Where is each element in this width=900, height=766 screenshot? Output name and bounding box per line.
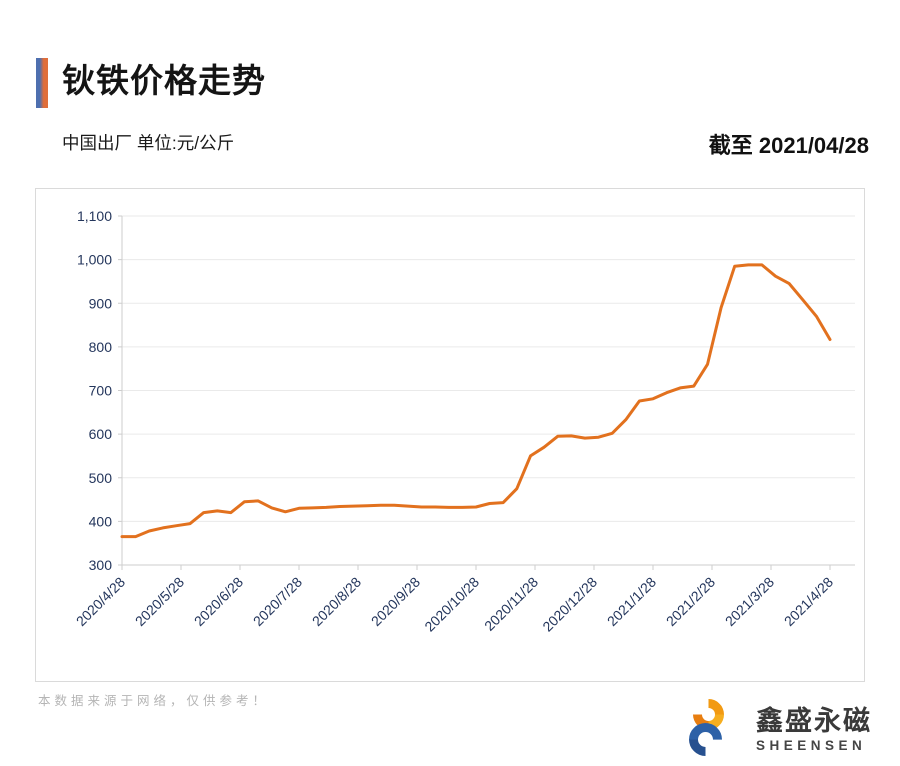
svg-text:500: 500: [89, 470, 113, 486]
title-accent-bar: [36, 58, 48, 108]
svg-text:1,100: 1,100: [77, 208, 112, 224]
as-of-date: 截至 2021/04/28: [708, 133, 869, 158]
svg-text:700: 700: [89, 383, 113, 399]
svg-text:2020/7/28: 2020/7/28: [250, 574, 306, 630]
svg-text:1,000: 1,000: [77, 252, 112, 268]
svg-text:800: 800: [89, 339, 113, 355]
logo-en-name: SHEENSEN: [756, 737, 867, 753]
price-line-chart: 300 400 500 600 700 800 900 1,000 1,100 2020/4/28…: [35, 188, 865, 682]
svg-text:2020/6/28: 2020/6/28: [191, 574, 247, 630]
line-chart-canvas: 300 400 500 600 700 800 900 1,000 1,100 2020/4/28…: [73, 208, 855, 635]
svg-text:2020/8/28: 2020/8/28: [309, 574, 365, 630]
svg-text:400: 400: [89, 513, 113, 529]
logo-cn-name: 鑫盛永磁: [756, 705, 872, 736]
svg-text:2021/1/28: 2021/1/28: [604, 574, 660, 630]
company-logo: 鑫盛永磁 SHEENSEN: [682, 692, 872, 763]
svg-text:600: 600: [89, 426, 113, 442]
svg-text:2020/9/28: 2020/9/28: [368, 574, 424, 630]
svg-text:2021/3/28: 2021/3/28: [722, 574, 778, 630]
svg-text:2021/4/28: 2021/4/28: [781, 574, 837, 630]
svg-text:2020/11/28: 2020/11/28: [481, 574, 541, 634]
svg-text:2020/4/28: 2020/4/28: [73, 574, 129, 630]
svg-text:2020/5/28: 2020/5/28: [132, 574, 188, 630]
svg-text:900: 900: [89, 295, 113, 311]
sheensen-s-logo-icon: [682, 692, 746, 763]
svg-text:2021/2/28: 2021/2/28: [663, 574, 719, 630]
chart-subtitle: 中国出厂 单位:元/公斤: [62, 133, 235, 153]
page-title: 钬铁价格走势: [62, 62, 266, 99]
disclaimer-text: 本数据来源于网络，仅供参考！: [38, 694, 270, 708]
logo-ring-blue: [682, 716, 729, 763]
svg-text:300: 300: [89, 557, 113, 573]
svg-text:2020/10/28: 2020/10/28: [421, 574, 482, 635]
svg-text:2020/12/28: 2020/12/28: [539, 574, 600, 635]
